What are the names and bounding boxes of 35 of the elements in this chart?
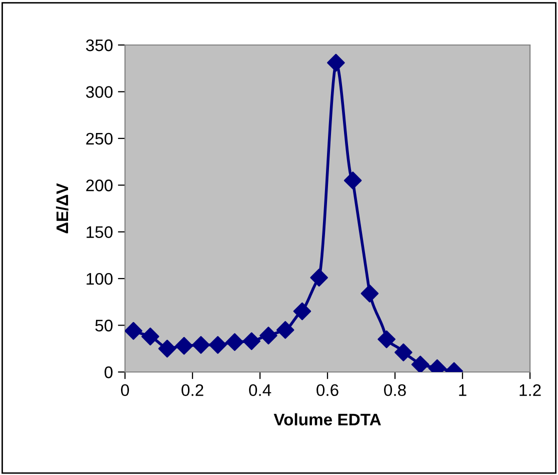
point [327, 54, 345, 72]
x-tick-label: 0.2 [182, 384, 204, 396]
point [360, 284, 379, 302]
x-tick-label: 0.8 [384, 384, 406, 396]
point [276, 321, 294, 339]
y-tick-label: 350 [86, 39, 113, 52]
x-axis-title: Volume EDTA [274, 413, 381, 426]
point [378, 330, 396, 348]
point [260, 326, 278, 344]
point [242, 332, 260, 350]
point [175, 336, 193, 355]
y-tick-label: 250 [86, 132, 113, 145]
point [208, 336, 227, 354]
x-tick-label: 0.6 [316, 384, 338, 396]
x-tick-label: 1.2 [520, 384, 541, 396]
point [293, 302, 312, 320]
y-tick-label: 200 [86, 180, 113, 192]
point [125, 322, 142, 340]
x-tick-label: 0 [121, 384, 129, 396]
point [394, 343, 412, 362]
point [158, 340, 176, 358]
y-tick-label: 50 [95, 320, 113, 332]
y-tick-label: 0 [104, 366, 113, 378]
point [141, 328, 160, 346]
point [411, 356, 430, 372]
y-tick-label: 150 [86, 226, 113, 238]
point [226, 333, 244, 352]
y-tick-label: 100 [86, 272, 113, 285]
point [192, 336, 210, 354]
y-axis-title: ΔE/ΔV [56, 183, 68, 234]
point [310, 268, 328, 287]
x-tick-label: 0.4 [249, 384, 272, 396]
x-tick-label: 1 [459, 384, 466, 396]
y-tick-label: 300 [86, 86, 113, 98]
point [344, 172, 362, 190]
